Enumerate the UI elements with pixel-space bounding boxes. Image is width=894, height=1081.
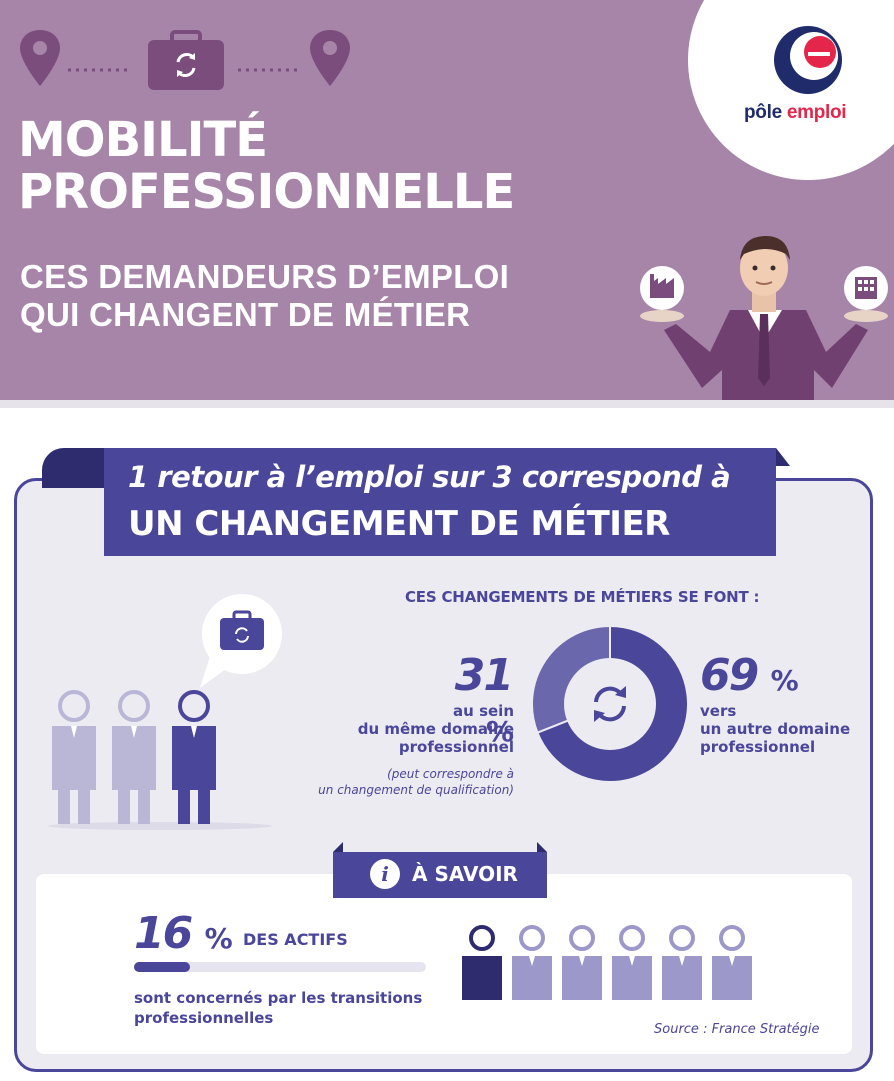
map-pin-icon xyxy=(310,30,350,86)
header: pôle emploi MOBILITÉ PROFESSIONNELLE CES… xyxy=(0,0,894,400)
page-title: MOBILITÉ PROFESSIONNELLE xyxy=(18,112,515,220)
logo-part1: pôle xyxy=(744,102,782,123)
actifs-unit: % xyxy=(204,922,233,955)
briefcase-icon xyxy=(148,30,224,90)
person-icon xyxy=(112,690,156,824)
businessman-illustration xyxy=(640,236,888,400)
people-row xyxy=(462,925,752,1000)
info-icon: i xyxy=(370,859,400,889)
donut-hole xyxy=(564,658,656,750)
other-domain-unit: % xyxy=(770,664,799,697)
same-domain-note-line2: un changement de qualification) xyxy=(318,783,514,797)
changes-heading: CES CHANGEMENTS DE MÉTIERS SE FONT : xyxy=(405,588,760,606)
person-icon xyxy=(662,925,702,1000)
savoir-tab-fold xyxy=(537,842,547,852)
map-pin-icon xyxy=(20,30,60,86)
actifs-label: DES ACTIFS xyxy=(243,930,348,949)
person-icon-highlighted xyxy=(172,690,216,824)
banner-fold xyxy=(776,448,790,466)
factory-icon xyxy=(650,274,674,298)
savoir-tab-fold xyxy=(333,842,343,852)
other-domain-line2: un autre domaine xyxy=(700,720,851,738)
other-domain-line1: vers xyxy=(700,702,737,720)
page-subtitle: CES DEMANDEURS D’EMPLOI QUI CHANGENT DE … xyxy=(20,258,509,334)
person-icon-highlighted xyxy=(462,925,502,1000)
title-line1: MOBILITÉ xyxy=(18,112,268,168)
logo-part2: emploi xyxy=(786,102,847,123)
banner-line2: UN CHANGEMENT DE MÉTIER xyxy=(128,504,670,544)
banner-line1: 1 retour à l’emploi sur 3 correspond à xyxy=(128,460,731,494)
subtitle-line2: QUI CHANGENT DE MÉTIER xyxy=(20,296,471,333)
person-icon xyxy=(562,925,602,1000)
speech-bubble xyxy=(200,594,282,688)
actifs-percent: 16 % xyxy=(134,908,233,959)
same-domain-line1: au sein xyxy=(453,702,514,720)
pole-emploi-logo-icon xyxy=(774,26,842,94)
logo-text: pôle emploi xyxy=(744,102,847,124)
transitions-text: sont concernés par les transitions profe… xyxy=(134,988,422,1028)
other-domain-percent: 69 % xyxy=(700,650,799,701)
same-domain-value: 31 xyxy=(454,650,514,701)
donut-chart xyxy=(531,624,689,783)
savoir-label: À SAVOIR xyxy=(412,862,518,886)
transitions-line2: professionnelles xyxy=(134,1009,274,1027)
same-domain-description: au sein du même domaine professionnel xyxy=(358,702,514,756)
other-domain-description: vers un autre domaine professionnel xyxy=(700,702,850,756)
same-domain-note: (peut correspondre à un changement de qu… xyxy=(318,766,514,798)
person-icon xyxy=(712,925,752,1000)
other-domain-value: 69 xyxy=(700,650,759,701)
person-icon xyxy=(512,925,552,1000)
subtitle-line1: CES DEMANDEURS D’EMPLOI xyxy=(20,258,510,295)
other-domain-line3: professionnel xyxy=(700,738,816,756)
banner xyxy=(104,448,776,556)
same-domain-note-line1: (peut correspondre à xyxy=(387,767,514,781)
title-line2: PROFESSIONNELLE xyxy=(18,164,515,220)
office-building-icon xyxy=(855,277,877,299)
refresh-icon xyxy=(594,686,626,722)
briefcase-icon xyxy=(220,610,264,650)
progress-bar xyxy=(134,962,426,972)
progress-bar-fill xyxy=(134,962,191,972)
header-icons xyxy=(20,30,350,90)
source-text: Source : France Stratégie xyxy=(654,1022,820,1037)
header-divider xyxy=(0,400,894,408)
actifs-value: 16 xyxy=(134,908,193,959)
same-domain-line2: du même domaine xyxy=(357,720,514,738)
same-domain-line3: professionnel xyxy=(398,738,514,756)
savoir-tab xyxy=(333,852,547,898)
same-domain-percent: 31 % xyxy=(420,650,514,752)
same-domain-unit: % xyxy=(485,715,514,748)
person-icon xyxy=(52,690,96,824)
person-icon xyxy=(612,925,652,1000)
people-illustration xyxy=(48,594,282,830)
transitions-line1: sont concernés par les transitions xyxy=(134,989,423,1007)
